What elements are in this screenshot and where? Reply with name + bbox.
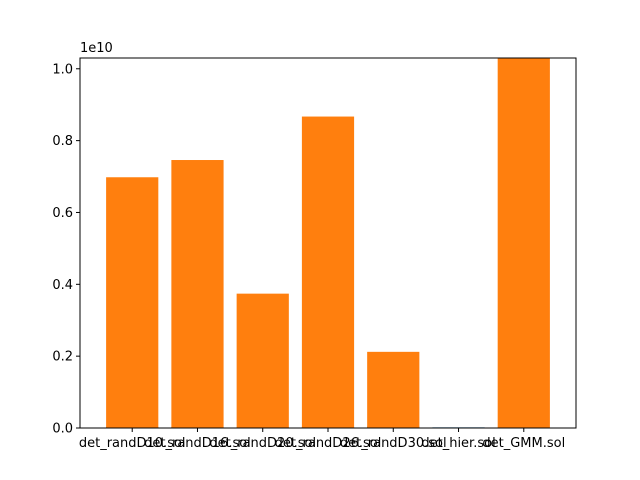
bar-series-2-2 [171,160,224,428]
y-tick-label: 0.0 [52,422,73,437]
y-tick-label: 0.2 [52,350,73,365]
y-tick-label: 0.4 [52,278,73,293]
y-tick-label: 1.0 [52,62,73,77]
bar-series-2-1 [106,177,159,428]
y-axis: 0.0 0.2 0.4 0.6 0.8 1.0 [52,62,80,437]
y-tick-label: 0.6 [52,206,73,221]
bar-series-2-4 [301,116,355,429]
bar-series-2-7 [497,58,550,428]
x-tick-label: det_randD20.sol [209,436,316,451]
x-tick-label: det_randD16.sol [144,436,251,451]
x-axis: det_randD10.soldet_randD16.soldet_randD2… [79,428,565,451]
bar-series-2-3 [236,293,289,428]
x-tick-label: det_randD30.sol [340,436,447,451]
y-tick-label: 0.8 [52,134,73,149]
bar-series-2-5 [367,351,420,428]
series-2-bars [106,58,550,429]
x-tick-label: det_hier.sol [421,436,495,451]
plot-frame [79,57,577,429]
y-axis-offset-label: 1e10 [80,41,113,56]
x-tick-label: det_randD10.sol [79,436,186,451]
x-tick-label: det_GMM.sol [482,436,565,451]
x-tick-label: det_randD26.sol [275,436,382,451]
